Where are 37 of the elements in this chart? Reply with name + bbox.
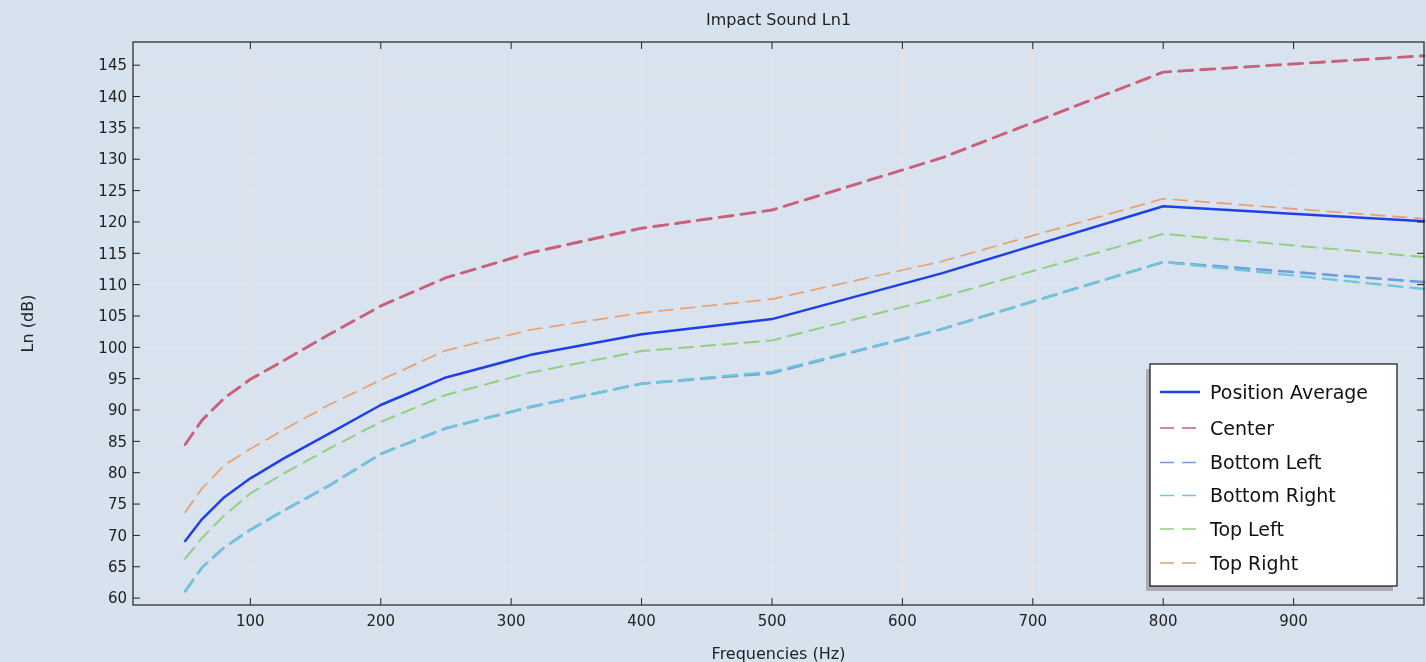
x-tick-label: 500 <box>757 612 787 630</box>
y-tick-label: 140 <box>98 87 127 106</box>
y-tick-label: 80 <box>107 463 127 482</box>
chart-title: Impact Sound Ln1 <box>705 10 852 29</box>
legend-label: Top Right <box>1209 551 1299 574</box>
x-tick-label: 700 <box>1018 612 1048 630</box>
x-tick-label: 600 <box>888 612 917 630</box>
legend-label: Bottom Left <box>1210 451 1322 474</box>
y-tick-label: 95 <box>107 369 127 388</box>
legend-label: Center <box>1210 416 1275 439</box>
x-tick-label: 800 <box>1148 612 1178 630</box>
y-tick-label: 65 <box>107 558 127 577</box>
x-axis-title: Frequencies (Hz) <box>711 644 846 662</box>
y-tick-label: 70 <box>107 526 127 545</box>
legend-label: Top Left <box>1209 517 1284 540</box>
y-tick-label: 105 <box>98 307 127 326</box>
y-tick-label: 115 <box>98 244 127 263</box>
x-tick-label: 200 <box>366 612 396 630</box>
y-tick-label: 125 <box>98 181 127 200</box>
y-tick-label: 75 <box>107 495 127 514</box>
y-tick-label: 90 <box>107 401 127 420</box>
x-tick-label: 100 <box>236 612 265 630</box>
y-tick-label: 135 <box>98 119 127 138</box>
y-tick-label: 110 <box>98 275 127 294</box>
y-tick-label: 60 <box>107 589 127 608</box>
line-series <box>183 54 1426 446</box>
legend-label: Position Average <box>1210 380 1369 403</box>
y-tick-label: 85 <box>107 432 127 451</box>
y-tick-label: 130 <box>98 150 127 169</box>
legend-label: Bottom Right <box>1210 484 1336 507</box>
x-tick-label: 900 <box>1279 612 1308 630</box>
x-tick-label: 400 <box>627 612 656 630</box>
y-axis-title: Ln (dB) <box>18 294 37 353</box>
y-tick-label: 145 <box>98 56 127 75</box>
x-tick-label: 300 <box>496 612 526 630</box>
y-tick-label: 100 <box>98 338 127 357</box>
y-tick-label: 120 <box>98 213 127 232</box>
